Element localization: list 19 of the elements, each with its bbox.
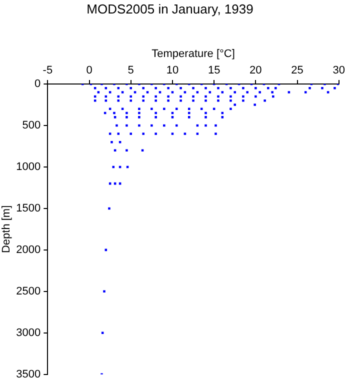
x-axis-title: Temperature [°C]	[152, 48, 235, 60]
y-tick-label: 2000	[16, 244, 41, 256]
x-tick-label: -5	[42, 64, 53, 76]
x-tick-label: 5	[128, 64, 134, 76]
x-tick-label: 0	[86, 64, 92, 76]
y-tick-label: 0	[34, 78, 41, 90]
chart-title: MODS2005 in January, 1939	[86, 1, 254, 16]
x-tick-label: 15	[208, 64, 220, 76]
x-tick-label: 10	[166, 64, 179, 76]
y-tick-label: 3000	[16, 326, 41, 339]
y-tick-label: 2500	[16, 285, 41, 298]
x-tick-label: 20	[250, 64, 262, 76]
x-tick-label: 25	[291, 64, 304, 76]
y-tick-label: 1500	[16, 202, 41, 214]
y-tick-label: 1000	[16, 161, 41, 174]
y-tick-label: 500	[22, 120, 41, 132]
x-tick-label: 30	[332, 64, 346, 76]
y-axis-title: Depth [m]	[0, 205, 13, 254]
y-tick-label: 3500	[16, 368, 41, 380]
